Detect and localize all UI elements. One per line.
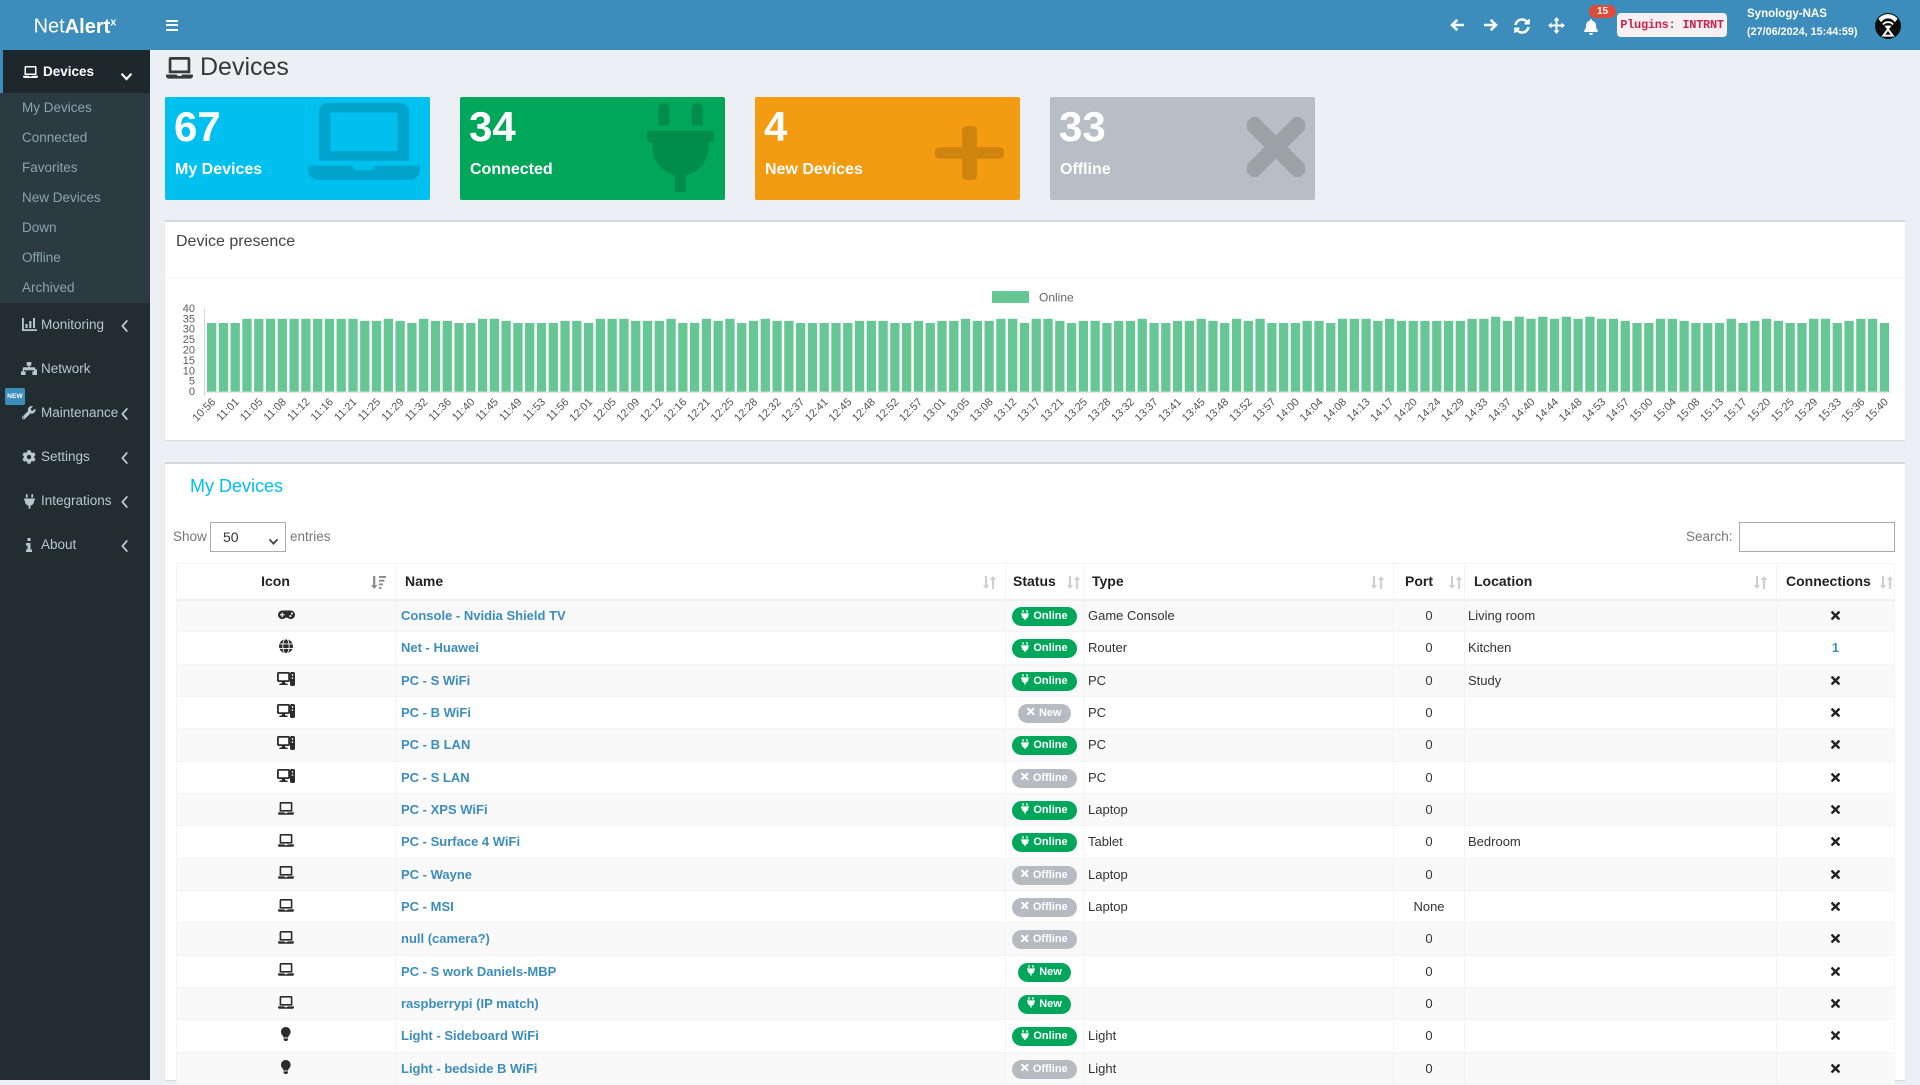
svg-text:12:32: 12:32: [756, 396, 784, 424]
svg-text:14:24: 14:24: [1415, 396, 1443, 424]
svg-text:0: 0: [189, 386, 195, 398]
svg-text:15:40: 15:40: [1863, 396, 1891, 424]
svg-text:15:00: 15:00: [1627, 396, 1655, 424]
svg-text:12:28: 12:28: [732, 396, 760, 424]
svg-text:15: 15: [183, 355, 195, 367]
svg-text:11:29: 11:29: [379, 396, 406, 423]
svg-text:12:37: 12:37: [779, 396, 807, 424]
svg-text:13:45: 13:45: [1180, 396, 1208, 424]
svg-text:12:25: 12:25: [709, 396, 737, 424]
svg-text:11:16: 11:16: [309, 396, 336, 423]
svg-text:12:09: 12:09: [614, 396, 642, 424]
svg-text:13:37: 13:37: [1133, 396, 1161, 424]
svg-text:13:57: 13:57: [1251, 396, 1279, 424]
svg-text:35: 35: [183, 313, 195, 325]
svg-text:15:36: 15:36: [1839, 396, 1867, 424]
svg-text:12:48: 12:48: [850, 396, 878, 424]
svg-text:11:36: 11:36: [427, 396, 454, 423]
svg-text:13:48: 13:48: [1203, 396, 1231, 424]
svg-text:15:17: 15:17: [1722, 396, 1750, 424]
svg-text:14:20: 14:20: [1392, 396, 1420, 424]
svg-text:14:40: 14:40: [1510, 396, 1538, 424]
svg-text:14:37: 14:37: [1486, 396, 1514, 424]
svg-text:25: 25: [183, 334, 195, 346]
svg-text:14:08: 14:08: [1321, 396, 1349, 424]
svg-text:11:56: 11:56: [544, 396, 571, 423]
svg-text:12:01: 12:01: [567, 396, 595, 424]
svg-text:12:41: 12:41: [803, 396, 831, 424]
svg-text:13:28: 13:28: [1086, 396, 1114, 424]
svg-text:14:17: 14:17: [1368, 396, 1396, 424]
svg-text:14:13: 14:13: [1345, 396, 1373, 424]
svg-text:5: 5: [189, 376, 195, 388]
svg-text:13:25: 13:25: [1062, 396, 1090, 424]
svg-text:30: 30: [183, 324, 195, 336]
svg-text:15:08: 15:08: [1675, 396, 1703, 424]
svg-text:15:25: 15:25: [1769, 396, 1797, 424]
svg-text:12:05: 12:05: [591, 396, 619, 424]
svg-text:10: 10: [183, 365, 195, 377]
svg-text:Online: Online: [1039, 291, 1074, 305]
svg-text:13:05: 13:05: [944, 396, 972, 424]
svg-text:14:53: 14:53: [1580, 396, 1608, 424]
svg-text:12:16: 12:16: [662, 396, 690, 424]
svg-text:11:53: 11:53: [521, 396, 548, 423]
svg-text:14:29: 14:29: [1439, 396, 1467, 424]
svg-text:15:33: 15:33: [1816, 396, 1844, 424]
svg-text:15:29: 15:29: [1792, 396, 1820, 424]
svg-text:13:21: 13:21: [1038, 396, 1066, 424]
svg-text:13:12: 13:12: [991, 396, 1019, 424]
svg-text:15:20: 15:20: [1745, 396, 1773, 424]
svg-text:10:56: 10:56: [190, 396, 218, 424]
svg-text:14:00: 14:00: [1274, 396, 1302, 424]
svg-text:40: 40: [183, 303, 195, 315]
svg-text:11:08: 11:08: [262, 396, 289, 423]
svg-text:13:41: 13:41: [1156, 396, 1184, 424]
svg-text:11:01: 11:01: [214, 396, 241, 423]
svg-text:11:12: 11:12: [285, 396, 312, 423]
svg-text:15:04: 15:04: [1651, 396, 1679, 424]
svg-text:11:45: 11:45: [474, 396, 501, 423]
svg-text:11:49: 11:49: [497, 396, 524, 423]
svg-text:11:25: 11:25: [356, 396, 383, 423]
svg-text:11:40: 11:40: [450, 396, 477, 423]
svg-text:13:17: 13:17: [1015, 396, 1043, 424]
svg-text:12:21: 12:21: [685, 396, 713, 424]
svg-text:12:12: 12:12: [638, 396, 666, 424]
svg-text:14:44: 14:44: [1533, 396, 1561, 424]
svg-text:13:01: 13:01: [921, 396, 949, 424]
svg-text:14:33: 14:33: [1463, 396, 1491, 424]
svg-text:11:21: 11:21: [332, 396, 359, 423]
svg-text:12:52: 12:52: [874, 396, 902, 424]
svg-text:12:45: 12:45: [826, 396, 854, 424]
svg-text:13:08: 13:08: [968, 396, 996, 424]
svg-text:20: 20: [183, 345, 195, 357]
svg-text:14:04: 14:04: [1298, 396, 1326, 424]
svg-text:12:57: 12:57: [897, 396, 925, 424]
svg-text:15:13: 15:13: [1698, 396, 1726, 424]
svg-text:14:57: 14:57: [1604, 396, 1632, 424]
svg-text:11:05: 11:05: [238, 396, 265, 423]
svg-text:13:32: 13:32: [1109, 396, 1137, 424]
svg-text:11:32: 11:32: [403, 396, 430, 423]
svg-text:13:52: 13:52: [1227, 396, 1255, 424]
svg-text:14:48: 14:48: [1557, 396, 1585, 424]
